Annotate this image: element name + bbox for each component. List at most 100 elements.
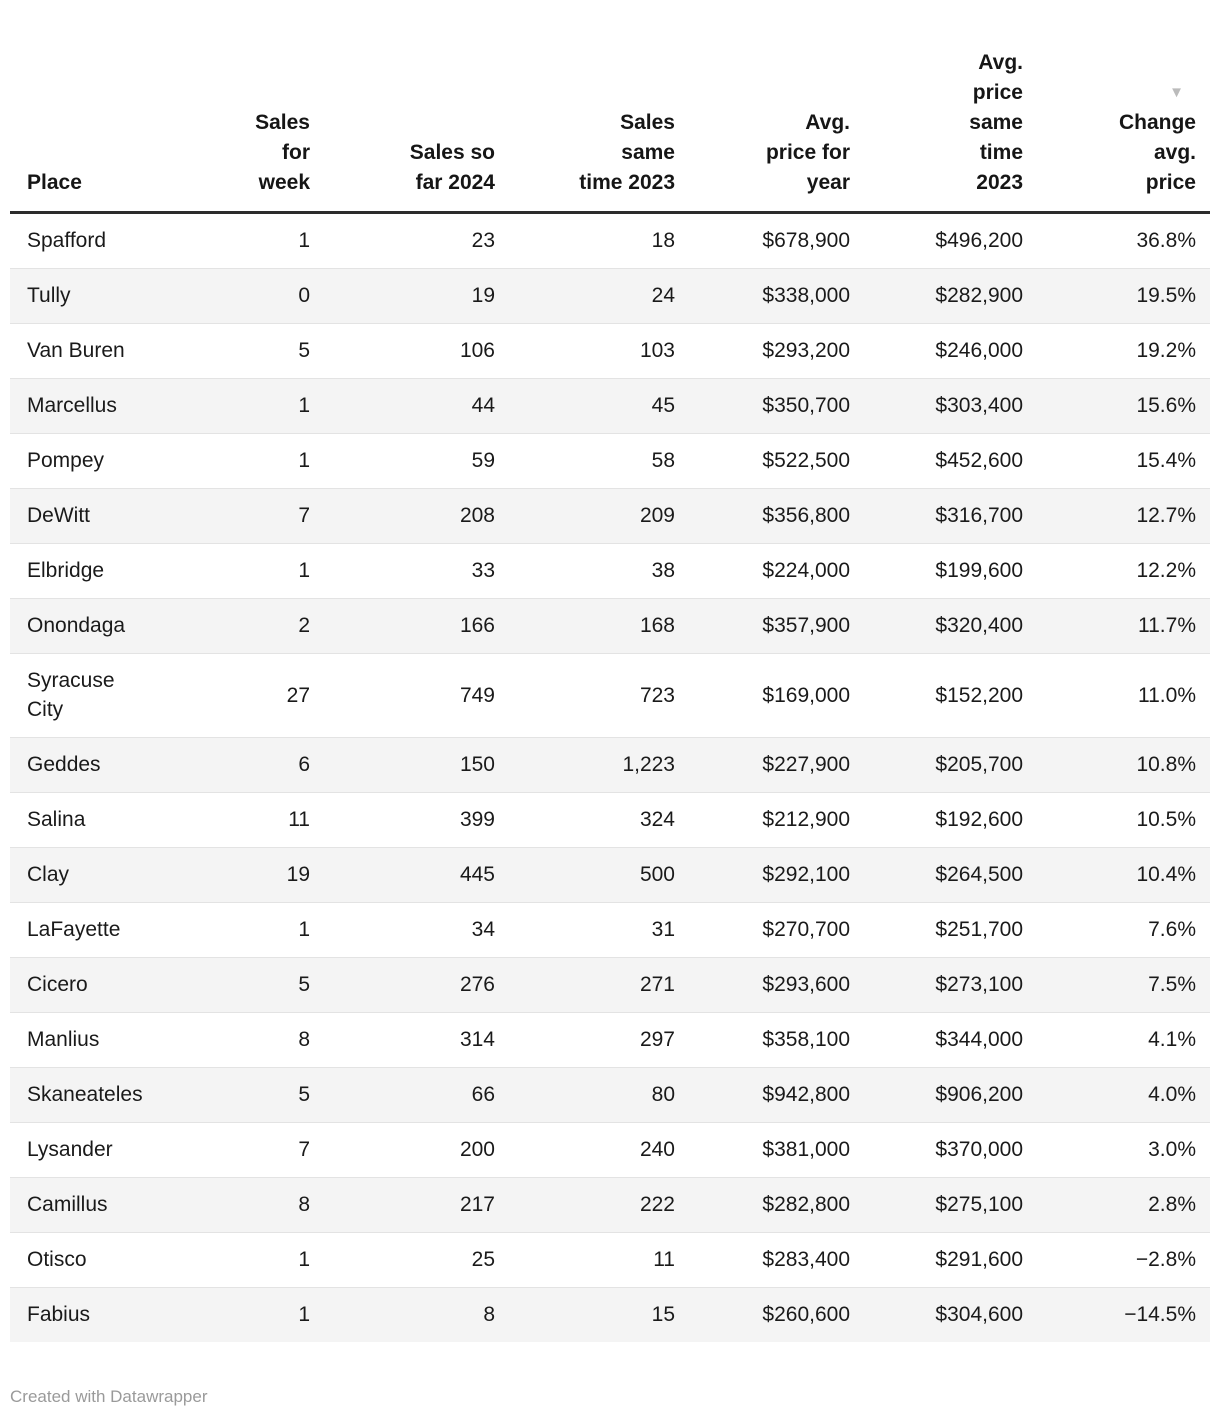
column-header-label: Change avg. price xyxy=(1118,111,1196,194)
table-row: Camillus 8 217 222 $282,800 $275,100 2.8% xyxy=(10,1177,1210,1233)
value-cell: $246,000 xyxy=(935,339,1023,362)
value-cell: 217 xyxy=(459,1193,495,1216)
value-cell: 15 xyxy=(651,1303,675,1326)
value-cell: $292,100 xyxy=(762,863,850,886)
value-cell: 0 xyxy=(298,284,310,307)
value-cell: $942,800 xyxy=(762,1083,850,1106)
value-cell: 25 xyxy=(471,1248,495,1271)
value-cell: $357,900 xyxy=(762,614,850,637)
value-cell: $452,600 xyxy=(935,449,1023,472)
place-cell: Syracuse City xyxy=(27,669,115,721)
column-header-label: Sales same time 2023 xyxy=(579,111,675,194)
value-cell: 19.2% xyxy=(1136,339,1196,362)
value-cell: 1,223 xyxy=(622,753,675,776)
value-cell: $152,200 xyxy=(935,683,1023,707)
value-cell: $192,600 xyxy=(935,808,1023,831)
column-header-label: Sales for week xyxy=(255,111,310,194)
value-cell: 445 xyxy=(459,863,495,886)
header-row: Place Sales for week Sales so far 2024 Sale… xyxy=(10,32,1210,213)
table-row: Van Buren 5 106 103 $293,200 $246,000 19.2% xyxy=(10,323,1210,379)
table-row: Pompey 1 59 58 $522,500 $452,600 15.4% xyxy=(10,433,1210,489)
place-cell: Camillus xyxy=(27,1193,108,1216)
place-cell: Pompey xyxy=(27,449,105,472)
value-cell: $381,000 xyxy=(762,1138,850,1161)
value-cell: 1 xyxy=(298,559,310,582)
value-cell: $293,200 xyxy=(762,339,850,362)
value-cell: $316,700 xyxy=(935,504,1023,527)
value-cell: 5 xyxy=(298,1083,310,1106)
value-cell: 103 xyxy=(639,339,675,362)
value-cell: 7.5% xyxy=(1148,973,1196,996)
value-cell: 58 xyxy=(651,449,675,472)
value-cell: $678,900 xyxy=(762,229,850,252)
value-cell: 3.0% xyxy=(1148,1138,1196,1161)
value-cell: 34 xyxy=(471,918,495,941)
column-header-label: Avg. price for year xyxy=(765,111,850,194)
value-cell: 1 xyxy=(298,918,310,941)
value-cell: 10.8% xyxy=(1136,753,1196,776)
value-cell: 19 xyxy=(471,284,495,307)
column-header-change-avg-price[interactable]: ▼ Change avg. price xyxy=(1037,32,1210,213)
value-cell: $205,700 xyxy=(935,753,1023,776)
column-header-sales-same-time-2023[interactable]: Sales same time 2023 xyxy=(509,32,689,213)
value-cell: $356,800 xyxy=(762,504,850,527)
value-cell: 6 xyxy=(298,753,310,776)
value-cell: 7 xyxy=(298,1138,310,1161)
value-cell: $344,000 xyxy=(935,1028,1023,1051)
value-cell: 324 xyxy=(639,808,675,831)
place-cell: Marcellus xyxy=(27,394,117,417)
home-sales-table: Place Sales for week Sales so far 2024 Sale… xyxy=(10,32,1210,1342)
value-cell: 59 xyxy=(471,449,495,472)
value-cell: $291,600 xyxy=(935,1248,1023,1271)
value-cell: $293,600 xyxy=(762,973,850,996)
value-cell: 271 xyxy=(639,973,675,996)
value-cell: 208 xyxy=(459,504,495,527)
column-header-avg-price-for-year[interactable]: Avg. price for year xyxy=(689,32,864,213)
value-cell: $212,900 xyxy=(762,808,850,831)
column-header-avg-price-same-time-2023[interactable]: Avg. price same time 2023 xyxy=(864,32,1037,213)
value-cell: $496,200 xyxy=(935,229,1023,252)
value-cell: 66 xyxy=(471,1083,495,1106)
value-cell: 1 xyxy=(298,394,310,417)
column-header-sales-for-week[interactable]: Sales for week xyxy=(240,32,324,213)
value-cell: $264,500 xyxy=(935,863,1023,886)
table-row: Onondaga 2 166 168 $357,900 $320,400 11.7% xyxy=(10,598,1210,654)
place-cell: Onondaga xyxy=(27,614,126,637)
place-cell: Skaneateles xyxy=(27,1083,143,1106)
table-body: Spafford 1 23 18 $678,900 $496,200 36.8% Tully 0… xyxy=(10,213,1210,1342)
value-cell: $350,700 xyxy=(762,394,850,417)
value-cell: 11.7% xyxy=(1138,614,1196,637)
value-cell: $320,400 xyxy=(935,614,1023,637)
table-row: Lysander 7 200 240 $381,000 $370,000 3.0% xyxy=(10,1122,1210,1178)
table-row: Manlius 8 314 297 $358,100 $344,000 4.1% xyxy=(10,1012,1210,1068)
value-cell: $273,100 xyxy=(935,973,1023,996)
value-cell: $260,600 xyxy=(762,1303,850,1326)
value-cell: $303,400 xyxy=(935,394,1023,417)
value-cell: 27 xyxy=(286,683,310,707)
value-cell: 200 xyxy=(459,1138,495,1161)
column-header-sales-so-far-2024[interactable]: Sales so far 2024 xyxy=(324,32,509,213)
value-cell: $370,000 xyxy=(935,1138,1023,1161)
column-header-place[interactable]: Place xyxy=(10,32,240,213)
value-cell: 5 xyxy=(298,973,310,996)
value-cell: 1 xyxy=(298,449,310,472)
table-row: DeWitt 7 208 209 $356,800 $316,700 12.7% xyxy=(10,488,1210,544)
value-cell: 44 xyxy=(471,394,495,417)
value-cell: 276 xyxy=(459,973,495,996)
value-cell: 38 xyxy=(651,559,675,582)
value-cell: 500 xyxy=(639,863,675,886)
table-row: Clay 19 445 500 $292,100 $264,500 10.4% xyxy=(10,847,1210,903)
value-cell: 150 xyxy=(459,753,495,776)
place-cell: Geddes xyxy=(27,753,101,776)
value-cell: 33 xyxy=(471,559,495,582)
value-cell: 11 xyxy=(288,808,310,831)
value-cell: −2.8% xyxy=(1135,1248,1196,1271)
place-cell: Cicero xyxy=(27,973,88,996)
value-cell: 1 xyxy=(298,229,310,252)
place-cell: Spafford xyxy=(27,229,107,252)
value-cell: 240 xyxy=(639,1138,675,1161)
value-cell: 7 xyxy=(298,504,310,527)
place-cell: DeWitt xyxy=(27,504,90,527)
value-cell: 12.7% xyxy=(1136,504,1196,527)
